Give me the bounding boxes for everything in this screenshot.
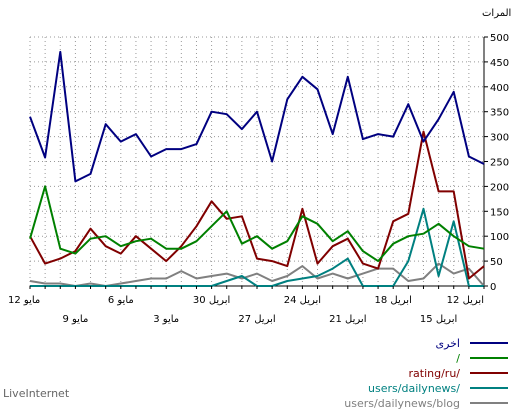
y-tick-label: 500 [490,33,509,44]
series-line [29,185,485,263]
grid [29,36,485,287]
legend: اخرى / rating/ru/ users/dailynews/ users… [268,336,508,411]
x-tick-label: 12 مايو [8,295,40,306]
legend-swatch [470,342,508,344]
x-tick-label: 6 مايو [108,295,134,306]
y-tick-label: 350 [490,108,509,119]
y-axis-unit-label: المرات [482,8,511,19]
x-tick-label: 21 ابريل [329,314,366,325]
y-tick-label: 0 [490,282,496,293]
legend-item: users/dailynews/blog [268,396,508,410]
x-tick-label: 30 ابريل [193,295,230,306]
line-chart: المرات 0 50 100 150 200 250 300 350 400 450 500 12… [8,8,511,325]
legend-item: rating/ru/ [268,366,508,380]
legend-swatch [470,357,508,359]
x-axis-ticks: 12 مايو 6 مايو 30 ابريل 24 ابريل 18 ابريل 12 … [8,286,485,325]
y-tick-label: 200 [490,182,509,193]
y-axis-ticks: 0 50 100 150 200 250 300 350 400 450 500 [484,33,509,293]
series-line [29,262,485,287]
y-tick-label: 50 [490,257,503,268]
x-tick-label: 15 ابريل [420,314,457,325]
x-tick-label: 9 مايو [62,314,88,325]
x-tick-label: 3 مايو [153,314,179,325]
legend-item: users/dailynews/ [268,381,508,395]
y-tick-label: 300 [490,133,509,144]
legend-swatch [470,402,508,404]
x-tick-label: 18 ابريل [375,295,412,306]
series-line [29,50,485,183]
legend-item: اخرى [268,336,508,350]
legend-swatch [470,372,508,374]
y-tick-label: 100 [490,232,509,243]
x-tick-label: 12 ابريل [447,295,484,306]
x-tick-label: 27 ابريل [238,314,275,325]
y-tick-label: 400 [490,83,509,94]
x-tick-label: 24 ابريل [284,295,321,306]
legend-label: rating/ru/ [408,366,461,380]
y-tick-label: 250 [490,158,509,169]
y-tick-label: 450 [490,58,509,69]
legend-item: / [268,351,508,365]
legend-label: اخرى [435,336,460,350]
legend-label: / [456,351,460,365]
legend-label: users/dailynews/blog [344,396,460,410]
legend-swatch [470,387,508,389]
brand-label: LiveInternet [3,387,70,400]
legend-label: users/dailynews/ [368,381,460,395]
series-line [29,130,485,280]
y-tick-label: 150 [490,207,509,218]
